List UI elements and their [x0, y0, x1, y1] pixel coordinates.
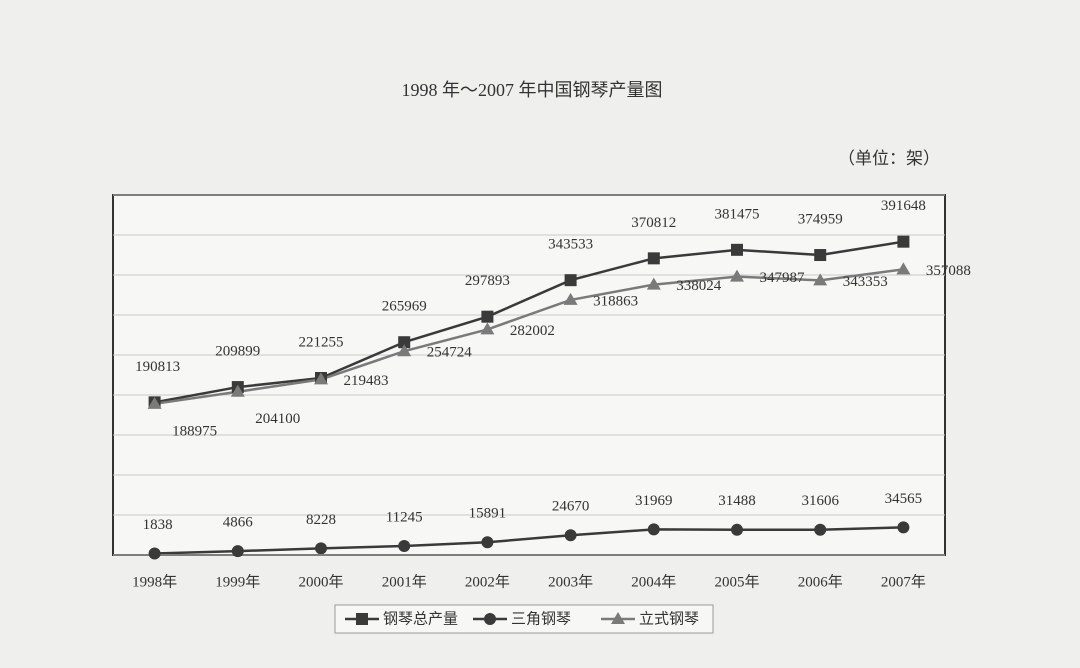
- point: [481, 310, 494, 323]
- data-label: 357088: [926, 263, 971, 279]
- legend-marker: [611, 612, 625, 624]
- data-label: 4866: [223, 515, 254, 531]
- data-label: 338024: [676, 278, 722, 294]
- data-label: 221255: [299, 334, 344, 350]
- point: [731, 523, 743, 536]
- point: [731, 243, 743, 256]
- data-label: 34565: [885, 491, 923, 507]
- data-label: 31606: [801, 493, 839, 509]
- point: [480, 322, 495, 335]
- x-tick-label: 1999年: [215, 573, 260, 590]
- data-label: 15891: [469, 506, 507, 522]
- data-label: 374959: [798, 211, 843, 227]
- chart-title: 1998 年～2007 年中国钢琴产量图: [402, 80, 663, 100]
- point: [147, 396, 162, 409]
- x-tick-label: 2006年: [798, 573, 843, 590]
- data-label: 209899: [215, 344, 260, 360]
- point: [814, 249, 827, 262]
- point: [646, 277, 661, 290]
- data-label: 24670: [552, 499, 590, 515]
- point: [230, 384, 245, 397]
- data-label: 381475: [715, 206, 760, 222]
- x-tick-label: 2003年: [548, 573, 593, 590]
- point: [647, 252, 660, 265]
- data-label: 254724: [427, 345, 473, 361]
- data-label: 343533: [548, 237, 593, 253]
- x-tick-label: 2004年: [631, 573, 676, 590]
- point: [231, 545, 244, 558]
- point: [897, 235, 910, 248]
- data-label: 31488: [718, 493, 756, 509]
- point: [398, 540, 411, 553]
- x-tick-label: 2002年: [465, 573, 510, 590]
- data-label: 370812: [631, 215, 676, 231]
- data-label: 282002: [510, 323, 555, 339]
- legend-marker: [356, 613, 368, 625]
- x-tick-label: 2005年: [714, 573, 759, 590]
- point: [314, 372, 328, 385]
- point: [315, 542, 327, 555]
- data-label: 219483: [344, 373, 389, 389]
- legend-label: 立式钢琴: [639, 610, 699, 627]
- data-label: 1838: [143, 517, 173, 533]
- point: [481, 536, 494, 549]
- data-label: 297893: [465, 273, 510, 289]
- data-label: 11245: [386, 509, 423, 525]
- data-label: 343353: [843, 274, 888, 290]
- point: [564, 274, 577, 287]
- data-label: 347987: [760, 270, 806, 286]
- data-label: 265969: [382, 299, 427, 315]
- point: [896, 262, 911, 275]
- legend-marker: [484, 613, 496, 625]
- point: [563, 292, 578, 305]
- data-label: 31969: [635, 493, 673, 509]
- x-tick-label: 2000年: [298, 573, 343, 590]
- data-label: 204100: [255, 411, 300, 427]
- x-tick-label: 1998年: [132, 573, 177, 590]
- legend-box: [334, 604, 714, 634]
- series-line: [154, 526, 904, 555]
- point: [814, 523, 827, 536]
- unit-label: （单位：架）: [838, 149, 940, 168]
- point: [897, 521, 910, 534]
- point: [730, 269, 744, 282]
- x-tick-label: 2001年: [382, 573, 427, 590]
- point: [148, 547, 161, 560]
- legend-label: 三角钢琴: [511, 610, 571, 627]
- data-label: 8228: [306, 512, 336, 528]
- point: [813, 273, 828, 286]
- data-label: 188975: [172, 423, 217, 439]
- series-line: [154, 240, 904, 404]
- legend-label: 钢琴总产量: [383, 610, 458, 627]
- data-label: 391648: [881, 198, 926, 214]
- series-line: [154, 268, 904, 406]
- point: [397, 344, 412, 357]
- data-label: 318863: [593, 293, 638, 309]
- point: [398, 336, 411, 349]
- point: [564, 529, 577, 542]
- data-label: 190813: [135, 359, 180, 375]
- point: [647, 523, 660, 536]
- x-tick-label: 2007年: [881, 573, 926, 590]
